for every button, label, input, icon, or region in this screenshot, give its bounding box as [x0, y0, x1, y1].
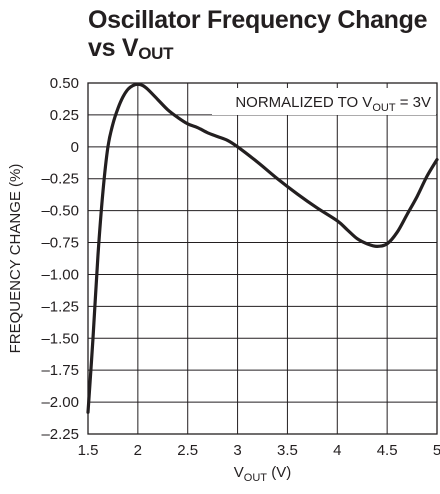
x-tick-label: 2	[134, 442, 142, 459]
chart-title-line2: vs VOUT	[88, 34, 174, 63]
y-tick-label: –0.25	[41, 171, 79, 188]
chart-title: Oscillator Frequency Change vs VOUT	[88, 6, 428, 68]
x-tick-label: 1.5	[78, 442, 99, 459]
chart-title-line1: Oscillator Frequency Change	[88, 6, 428, 34]
y-tick-label: 0.50	[50, 75, 79, 92]
y-tick-label: 0	[71, 139, 79, 156]
y-tick-label: –1.50	[41, 330, 79, 347]
x-tick-labels: 1.5 2 2.5 3 3.5 4 4.5 5	[78, 442, 440, 459]
grid	[87, 82, 438, 435]
x-tick-label: 2.5	[177, 442, 198, 459]
y-tick-label: –2.25	[41, 426, 79, 443]
y-tick-label: –1.00	[41, 266, 79, 283]
x-tick-label: 4	[333, 442, 341, 459]
x-axis-label: VOUT (V)	[234, 464, 291, 484]
annotation-background	[212, 88, 436, 115]
y-axis-label: FREQUENCY CHANGE (%)	[7, 164, 24, 354]
y-tick-label: –0.50	[41, 203, 79, 220]
annotation-label: NORMALIZED TO VOUT = 3V	[235, 94, 431, 114]
data-line	[86, 82, 439, 414]
x-tick-label: 3.5	[277, 442, 298, 459]
plot-area	[87, 82, 438, 435]
x-tick-label: 5	[433, 442, 440, 459]
y-tick-label: –1.75	[41, 362, 79, 379]
y-tick-label: –0.75	[41, 235, 79, 252]
y-tick-label: 0.25	[50, 107, 79, 124]
y-tick-labels: 0.50 0.25 0 –0.25 –0.50 –0.75 –1.00 –1.25 –1.50 –…	[41, 75, 79, 443]
y-tick-label: –1.25	[41, 298, 79, 315]
x-tick-label: 3	[233, 442, 241, 459]
y-tick-label: –2.00	[41, 394, 79, 411]
x-tick-label: 4.5	[377, 442, 398, 459]
